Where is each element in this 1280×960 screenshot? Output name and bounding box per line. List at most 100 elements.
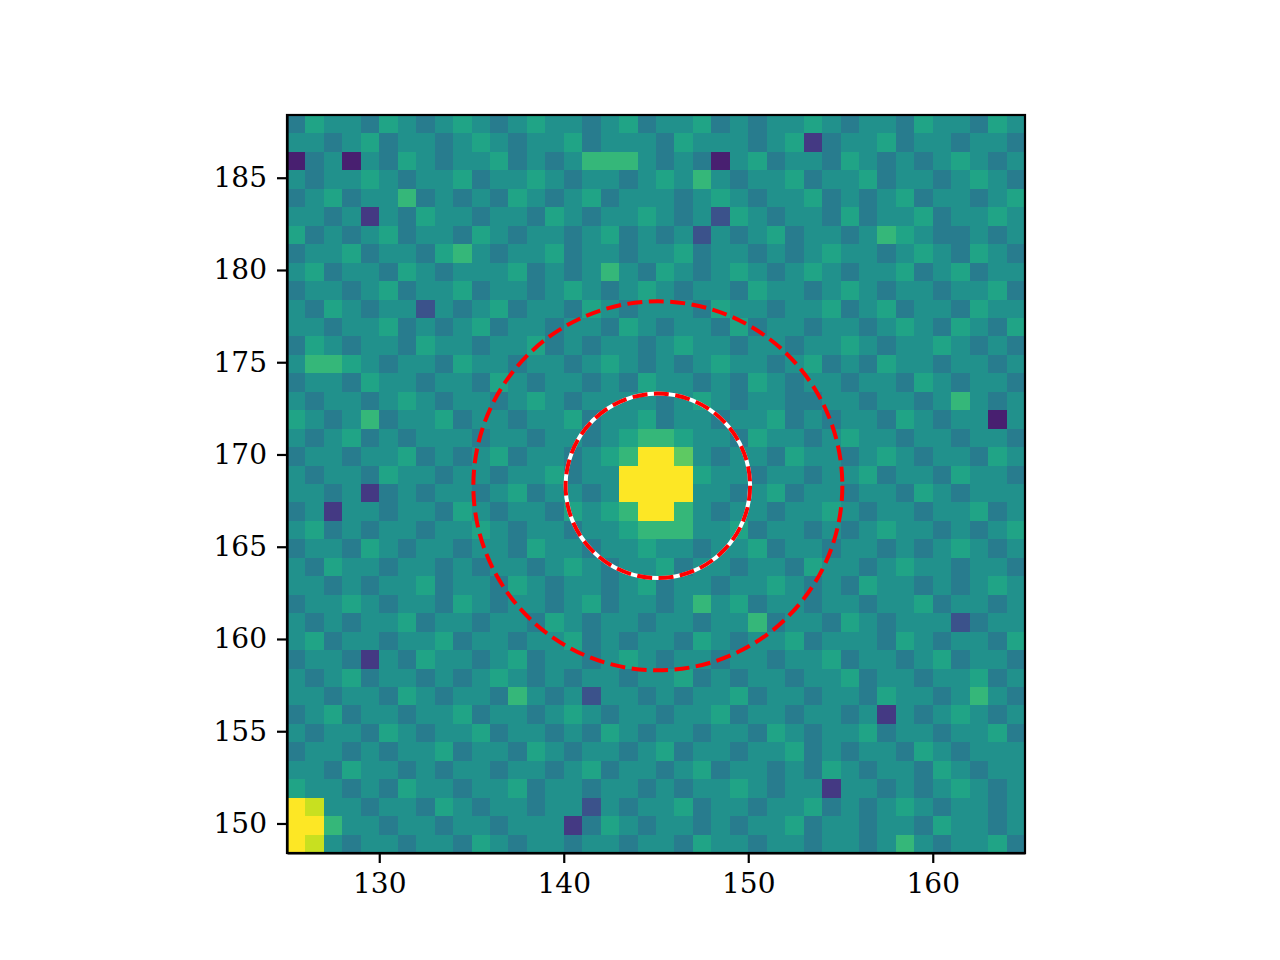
heatmap-cell bbox=[453, 595, 472, 614]
heatmap-cell bbox=[859, 355, 878, 374]
heatmap-cell bbox=[379, 189, 398, 208]
heatmap-cell bbox=[379, 281, 398, 300]
heatmap-cell bbox=[933, 613, 952, 632]
heatmap-cell bbox=[822, 373, 841, 392]
heatmap-cell bbox=[711, 484, 730, 503]
heatmap-cell bbox=[748, 669, 767, 688]
heatmap-cell bbox=[896, 244, 915, 263]
heatmap-cell bbox=[342, 226, 361, 245]
heatmap-cell bbox=[933, 521, 952, 540]
heatmap-cell bbox=[933, 336, 952, 355]
heatmap-cell bbox=[933, 724, 952, 743]
heatmap-cell bbox=[324, 705, 343, 724]
heatmap-cell bbox=[490, 115, 509, 134]
heatmap-cell bbox=[988, 410, 1007, 429]
heatmap-cell bbox=[398, 281, 417, 300]
heatmap-cell bbox=[767, 521, 786, 540]
heatmap-cell bbox=[342, 724, 361, 743]
heatmap-cell bbox=[841, 576, 860, 595]
heatmap-cell bbox=[582, 798, 601, 817]
heatmap-cell bbox=[416, 281, 435, 300]
heatmap-cell bbox=[859, 429, 878, 448]
heatmap-cell bbox=[545, 816, 564, 835]
heatmap-cell bbox=[527, 263, 546, 282]
heatmap-cell bbox=[601, 466, 620, 485]
heatmap-cell bbox=[527, 392, 546, 411]
heatmap-cell bbox=[859, 336, 878, 355]
heatmap-cell bbox=[416, 632, 435, 651]
heatmap-cell bbox=[674, 779, 693, 798]
heatmap-cell bbox=[472, 705, 491, 724]
heatmap-cell bbox=[914, 816, 933, 835]
heatmap-cell bbox=[785, 410, 804, 429]
heatmap-cell bbox=[693, 300, 712, 319]
heatmap-cell bbox=[896, 761, 915, 780]
heatmap-cell bbox=[896, 650, 915, 669]
heatmap-cell bbox=[674, 410, 693, 429]
heatmap-cell bbox=[472, 650, 491, 669]
heatmap-cell bbox=[564, 207, 583, 226]
heatmap-cell bbox=[896, 724, 915, 743]
heatmap-cell bbox=[711, 779, 730, 798]
heatmap-cell bbox=[767, 226, 786, 245]
heatmap-cell bbox=[656, 779, 675, 798]
heatmap-cell bbox=[693, 318, 712, 337]
heatmap-cell bbox=[472, 115, 491, 134]
heatmap-cell bbox=[545, 724, 564, 743]
heatmap-cell bbox=[545, 152, 564, 171]
heatmap-cell bbox=[638, 373, 657, 392]
heatmap-cell bbox=[361, 189, 380, 208]
heatmap-cell bbox=[859, 761, 878, 780]
heatmap-cell bbox=[361, 835, 380, 853]
heatmap-cell bbox=[435, 410, 454, 429]
heatmap-cell bbox=[841, 170, 860, 189]
heatmap-cell bbox=[582, 595, 601, 614]
heatmap-cell bbox=[472, 226, 491, 245]
heatmap-cell bbox=[305, 244, 324, 263]
heatmap-cell bbox=[398, 115, 417, 134]
heatmap-cell bbox=[896, 632, 915, 651]
aperture-circle bbox=[566, 394, 751, 578]
heatmap-cell bbox=[951, 539, 970, 558]
heatmap-cell bbox=[638, 687, 657, 706]
heatmap-cell bbox=[674, 447, 693, 466]
heatmap-cell bbox=[896, 595, 915, 614]
heatmap-cell bbox=[988, 300, 1007, 319]
heatmap-cell bbox=[435, 595, 454, 614]
heatmap-cell bbox=[804, 226, 823, 245]
heatmap-cell bbox=[342, 447, 361, 466]
heatmap-cell bbox=[933, 115, 952, 134]
heatmap-cell bbox=[527, 650, 546, 669]
heatmap-cell bbox=[305, 263, 324, 282]
heatmap-cell bbox=[841, 632, 860, 651]
heatmap-cell bbox=[988, 152, 1007, 171]
heatmap-cell bbox=[711, 595, 730, 614]
heatmap-cell bbox=[287, 502, 306, 521]
heatmap-cell bbox=[877, 355, 896, 374]
heatmap-cell bbox=[619, 466, 638, 485]
heatmap-cell bbox=[527, 558, 546, 577]
y-tick-label: 180 bbox=[214, 253, 267, 286]
heatmap-cell bbox=[822, 115, 841, 134]
heatmap-cell bbox=[988, 761, 1007, 780]
heatmap-cell bbox=[287, 244, 306, 263]
heatmap-cell bbox=[619, 373, 638, 392]
heatmap-cell bbox=[619, 779, 638, 798]
heatmap-cell bbox=[398, 798, 417, 817]
heatmap-cell bbox=[730, 761, 749, 780]
heatmap-cell bbox=[970, 226, 989, 245]
heatmap-cell bbox=[933, 226, 952, 245]
heatmap-cell bbox=[656, 761, 675, 780]
heatmap-cell bbox=[287, 613, 306, 632]
heatmap-cell bbox=[914, 650, 933, 669]
heatmap-cell bbox=[988, 429, 1007, 448]
heatmap-cell bbox=[711, 373, 730, 392]
heatmap-cell bbox=[287, 263, 306, 282]
heatmap-cell bbox=[472, 835, 491, 853]
y-tick: 175 bbox=[214, 346, 287, 379]
y-tick-label: 185 bbox=[214, 161, 267, 194]
y-tick-mark bbox=[277, 823, 287, 825]
heatmap-cell bbox=[508, 447, 527, 466]
heatmap-cell bbox=[527, 521, 546, 540]
heatmap-cell bbox=[490, 742, 509, 761]
